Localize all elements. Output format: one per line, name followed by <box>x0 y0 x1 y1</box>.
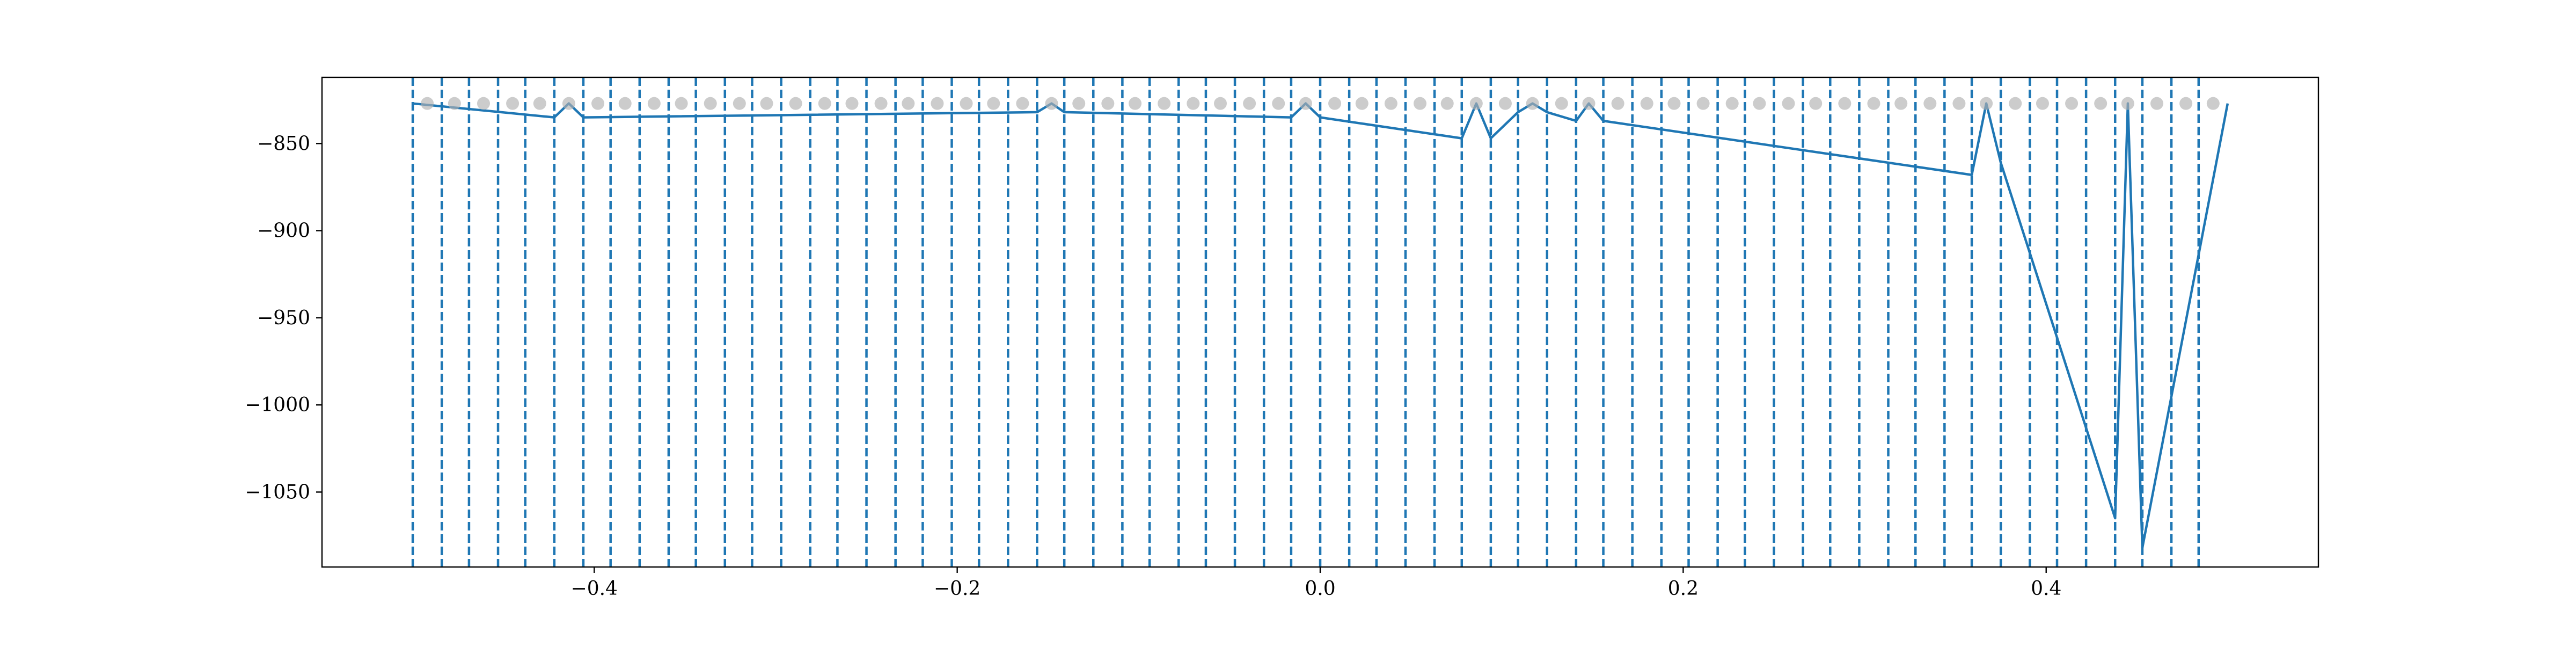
y-tick-label: −1000 <box>245 394 310 416</box>
data-marker <box>902 97 915 110</box>
data-marker <box>1894 97 1908 110</box>
x-tick-label: −0.4 <box>571 578 618 600</box>
data-marker <box>1753 97 1766 110</box>
data-marker <box>1696 97 1710 110</box>
data-marker <box>1072 97 1086 110</box>
data-marker <box>1555 97 1568 110</box>
x-tick-label: 0.2 <box>1668 578 1699 600</box>
data-marker <box>562 97 575 110</box>
data-marker <box>1129 97 1142 110</box>
x-tick-label: 0.4 <box>2031 578 2061 600</box>
data-marker <box>2206 97 2220 110</box>
data-marker <box>1923 97 1937 110</box>
y-axis: −850 −900 −950 −1000 −1050 <box>245 133 322 503</box>
data-marker <box>704 97 717 110</box>
data-marker <box>1045 97 1058 110</box>
data-marker <box>1838 97 1851 110</box>
data-marker <box>1384 97 1397 110</box>
data-marker <box>1582 97 1596 110</box>
data-marker <box>533 97 546 110</box>
data-marker <box>2094 97 2107 110</box>
data-marker <box>733 97 746 110</box>
data-marker <box>2150 97 2164 110</box>
data-marker <box>1725 97 1739 110</box>
data-marker <box>1952 97 1966 110</box>
data-marker <box>845 97 859 110</box>
data-marker <box>591 97 605 110</box>
data-marker <box>1243 97 1256 110</box>
data-marker <box>1980 97 1993 110</box>
series-layer <box>412 102 2229 549</box>
data-marker <box>675 97 688 110</box>
data-marker <box>987 97 1000 110</box>
y-tick-label: −1050 <box>245 481 310 503</box>
data-marker <box>477 97 490 110</box>
x-tick-label: −0.2 <box>934 578 980 600</box>
data-marker <box>2009 97 2022 110</box>
data-marker <box>506 97 519 110</box>
data-marker <box>1782 97 1795 110</box>
data-marker <box>421 97 434 110</box>
breakpoint-lines <box>411 77 2200 567</box>
data-marker <box>1498 97 1512 110</box>
data-marker <box>1414 97 1426 110</box>
data-marker <box>448 97 461 110</box>
data-marker <box>960 97 973 110</box>
data-marker <box>618 97 632 110</box>
marker-layer <box>421 97 2220 110</box>
data-marker <box>1158 97 1171 110</box>
data-marker <box>1299 97 1312 110</box>
data-marker <box>1469 97 1483 110</box>
data-marker <box>1667 97 1681 110</box>
data-marker <box>1867 97 1880 110</box>
data-marker <box>931 97 944 110</box>
data-marker <box>760 97 773 110</box>
data-marker <box>1809 97 1823 110</box>
data-marker <box>2121 97 2134 110</box>
x-tick-label: 0.0 <box>1305 578 1335 600</box>
x-axis: −0.4 −0.2 0.0 0.2 0.4 <box>571 567 2061 600</box>
data-marker <box>1187 97 1200 110</box>
y-tick-label: −950 <box>257 307 310 329</box>
data-marker <box>1611 97 1624 110</box>
y-tick-label: −850 <box>257 133 310 155</box>
data-marker <box>789 97 802 110</box>
data-marker <box>1640 97 1653 110</box>
data-marker <box>818 97 831 110</box>
series-line <box>412 102 2229 549</box>
data-marker <box>1328 97 1342 110</box>
data-marker <box>2065 97 2079 110</box>
data-marker <box>2036 97 2049 110</box>
data-marker <box>1016 97 1029 110</box>
data-marker <box>647 97 661 110</box>
y-tick-label: −900 <box>257 220 310 242</box>
data-marker <box>1272 97 1285 110</box>
data-marker <box>2179 97 2193 110</box>
data-marker <box>1355 97 1368 110</box>
data-marker <box>1214 97 1227 110</box>
data-marker <box>1440 97 1454 110</box>
data-marker <box>874 97 888 110</box>
data-marker <box>1526 97 1539 110</box>
data-marker <box>1101 97 1115 110</box>
